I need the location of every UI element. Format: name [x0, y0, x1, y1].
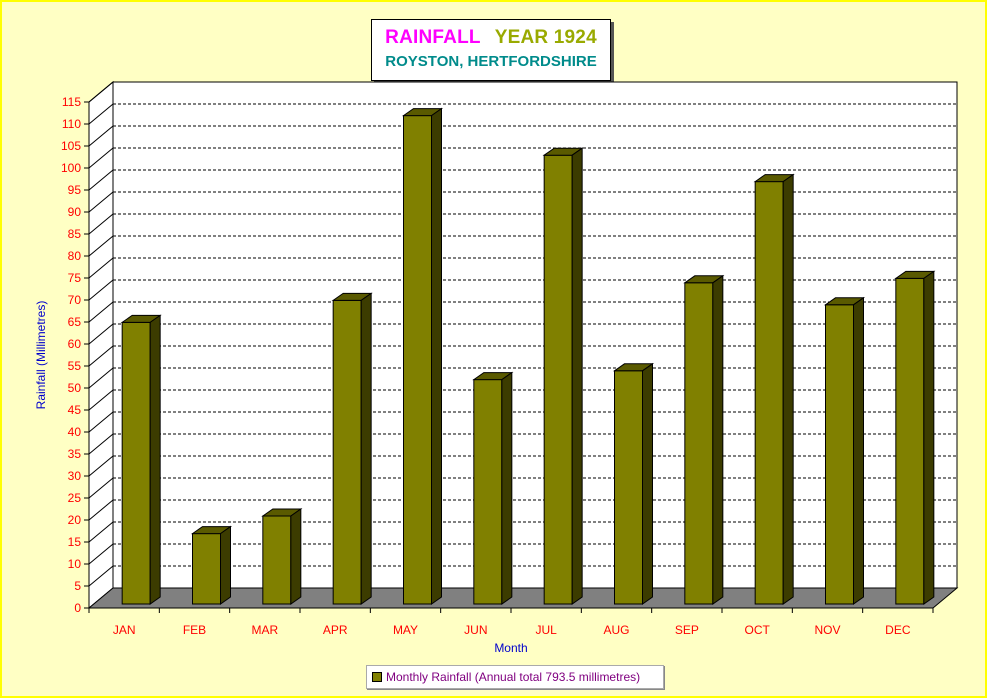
x-tick-label: FEB [183, 623, 206, 637]
y-tick-label: 45 [68, 403, 82, 417]
x-tick-label: MAY [393, 623, 418, 637]
bar-side [290, 508, 302, 605]
bar-side [853, 296, 864, 605]
y-axis-title: Rainfall (Millimetres) [34, 301, 48, 410]
bar-side [571, 147, 583, 605]
y-tick-label: 5 [74, 579, 81, 593]
y-tick-label: 35 [68, 447, 82, 461]
bar-side [923, 270, 935, 605]
bar-side [642, 362, 653, 605]
y-tick-label: 60 [68, 337, 82, 351]
gridline-side [88, 345, 114, 367]
gridline-side [88, 433, 114, 455]
chart-side-wall [88, 80, 114, 610]
bar-side [782, 173, 794, 605]
bar-side [149, 314, 161, 605]
y-tick-label: 105 [61, 139, 81, 153]
gridline-side [88, 323, 114, 345]
y-tick-label: 0 [74, 601, 81, 615]
x-tick-label: MAR [251, 623, 278, 637]
chart-subtitle: ROYSTON, HERTFORDSHIRE [385, 53, 597, 70]
bar [684, 282, 714, 605]
gridline-side [88, 565, 114, 587]
y-tick-label: 40 [68, 425, 82, 439]
gridline-side [88, 521, 114, 543]
y-tick-label: 110 [62, 117, 81, 131]
legend-label: Monthly Rainfall (Annual total 793.5 mil… [386, 670, 641, 684]
y-tick-label: 50 [68, 381, 82, 395]
y-tick-label: 100 [61, 161, 81, 175]
gridline-side [88, 257, 114, 279]
y-tick-label: 95 [68, 183, 82, 197]
bar-side [360, 292, 372, 605]
chart-title-year: YEAR 1924 [494, 27, 597, 48]
x-tick-label: APR [323, 623, 348, 637]
chart-title-rainfall: RAINFALL [385, 27, 481, 48]
x-tick-label: JAN [113, 623, 136, 637]
gridline-side [88, 81, 114, 103]
bar [473, 379, 503, 605]
bar [825, 304, 854, 605]
bar-side [431, 107, 442, 605]
gridline-side [88, 191, 114, 213]
x-tick-label: JUN [464, 623, 487, 637]
y-tick-label: 25 [68, 491, 82, 505]
bar [614, 370, 643, 605]
gridline-side [88, 367, 114, 389]
x-tick-label: DEC [885, 623, 911, 637]
x-tick-label: SEP [675, 623, 699, 637]
bar-side [712, 274, 724, 605]
chart-title-box: RAINFALL YEAR 1924 ROYSTON, HERTFORDSHIRE [371, 19, 611, 81]
y-tick-label: 55 [68, 359, 82, 373]
y-tick-label: 10 [68, 557, 82, 571]
bar-side [220, 525, 231, 605]
y-tick-label: 70 [68, 293, 82, 307]
chart-title: RAINFALL YEAR 1924 [372, 27, 610, 49]
y-tick-label: 30 [68, 469, 82, 483]
gridline-side [88, 103, 114, 125]
bar [754, 181, 784, 605]
x-tick-label: AUG [603, 623, 629, 637]
bar [895, 277, 925, 605]
bar [403, 115, 432, 605]
gridline-side [88, 279, 114, 301]
chart-legend: Monthly Rainfall (Annual total 793.5 mil… [366, 665, 664, 689]
x-tick-label: NOV [814, 623, 840, 637]
gridline-side [88, 169, 114, 191]
bar [262, 515, 292, 605]
bar [121, 321, 151, 605]
bar-side [501, 371, 513, 605]
gridline-side [88, 389, 114, 411]
y-tick-label: 20 [68, 513, 82, 527]
gridline-side [88, 543, 114, 565]
y-tick-label: 65 [68, 315, 82, 329]
x-tick-label: JUL [535, 623, 557, 637]
gridline-side [88, 411, 114, 433]
gridline-side [88, 301, 114, 323]
bar [543, 154, 573, 605]
legend-swatch [372, 672, 382, 682]
y-tick-label: 85 [68, 227, 82, 241]
y-tick-label: 90 [68, 205, 82, 219]
y-tick-label: 115 [62, 95, 81, 109]
gridline-side [88, 125, 114, 147]
gridline-side [88, 147, 114, 169]
gridline-side [88, 235, 114, 257]
x-axis-title: Month [494, 641, 527, 655]
gridline-side [88, 455, 114, 477]
bar [332, 299, 362, 605]
gridline-side [88, 499, 114, 521]
y-tick-label: 80 [68, 249, 82, 263]
gridline-side [88, 213, 114, 235]
y-tick-label: 75 [68, 271, 82, 285]
x-tick-label: OCT [744, 623, 770, 637]
gridline-side [88, 477, 114, 499]
bar [192, 533, 221, 605]
y-tick-label: 15 [68, 535, 82, 549]
